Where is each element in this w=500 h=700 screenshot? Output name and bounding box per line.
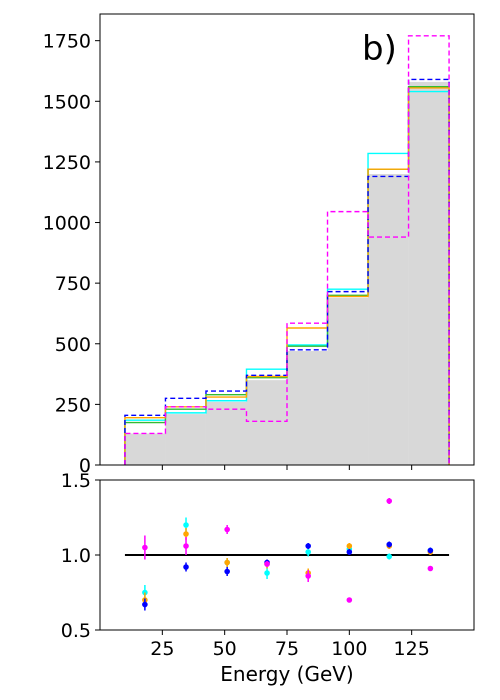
x-tick-label: 50 [213, 638, 237, 660]
panel-label: b) [362, 29, 397, 69]
data-point [224, 568, 230, 575]
data-point [183, 564, 189, 570]
data-point [305, 549, 311, 555]
ratio-y-axis: 0.5 1.0 1.5 [61, 470, 100, 642]
y-tick-label: 750 [55, 273, 91, 295]
x-axis-label: Energy (GeV) [220, 662, 353, 686]
y-tick-label: 1000 [43, 213, 91, 235]
ratio-x-axis: 25 50 75 100 125 [150, 630, 430, 660]
filled-bar [327, 297, 369, 465]
x-tick-label: 125 [394, 638, 430, 660]
y-tick-label: 0 [79, 455, 91, 477]
data-point [427, 547, 434, 554]
data-point [264, 570, 270, 576]
y-tick-label: 1750 [43, 31, 91, 53]
ratio-panel: 0.5 1.0 1.5 25 50 75 100 125 Energy (GeV) [61, 470, 475, 686]
data-point [142, 544, 148, 551]
data-point [386, 498, 393, 504]
data-point [386, 541, 393, 548]
data-point [346, 543, 353, 549]
data-point [427, 565, 434, 572]
data-point [183, 543, 189, 549]
histogram-filled-bars [124, 81, 450, 466]
ratio-points [142, 498, 434, 611]
data-point [346, 597, 353, 603]
data-point [305, 573, 311, 579]
filled-bar [408, 81, 450, 466]
y-tick-label: 1500 [43, 91, 91, 113]
filled-bar [124, 433, 166, 465]
y-tick-label: 500 [55, 334, 91, 356]
histogram-step-lines [124, 35, 450, 465]
filled-bar [368, 174, 409, 465]
filled-bar [246, 380, 287, 465]
y-tick-label: 250 [55, 394, 91, 416]
histogram-x-ticks [161, 465, 413, 470]
data-point [224, 559, 230, 566]
histogram-y-axis: 0 250 500 750 1000 1250 1500 1750 [43, 31, 100, 477]
data-point [386, 553, 393, 560]
x-tick-label: 100 [331, 638, 367, 660]
y-tick-label: 1250 [43, 152, 91, 174]
y-tick-label: 1.0 [61, 545, 91, 567]
data-point [346, 549, 353, 555]
y-tick-label: 1.5 [61, 470, 91, 492]
data-point [264, 561, 270, 567]
x-tick-label: 25 [150, 638, 174, 660]
y-tick-label: 0.5 [61, 620, 91, 642]
data-point [183, 531, 189, 537]
data-point [183, 522, 189, 528]
filled-bar [205, 401, 247, 465]
step-line [124, 35, 450, 465]
data-point [224, 526, 230, 533]
x-tick-label: 75 [275, 638, 299, 660]
histogram-panel: 0 250 500 750 1000 1250 1500 1750 b) [43, 13, 475, 477]
data-point [305, 543, 311, 549]
data-point [142, 601, 148, 608]
filled-bar [165, 414, 206, 465]
filled-bar [287, 351, 328, 465]
